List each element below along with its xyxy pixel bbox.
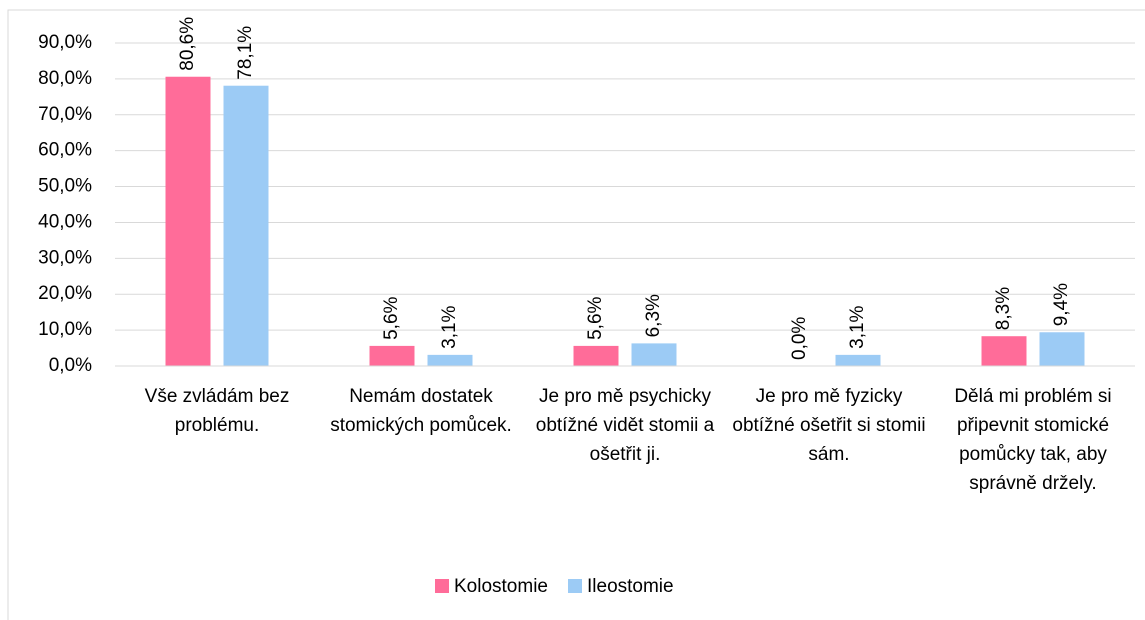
data-label: 6,3%	[643, 294, 664, 337]
legend-swatch	[568, 579, 582, 593]
bar	[835, 354, 881, 366]
y-tick-label: 90,0%	[38, 32, 92, 53]
y-tick-label: 30,0%	[38, 247, 92, 268]
bar	[427, 354, 473, 366]
x-tick-label: Nemám dostatek stomických pomůcek.	[330, 386, 512, 436]
data-label: 8,3%	[993, 287, 1014, 330]
y-tick-label: 0,0%	[49, 355, 92, 376]
y-tick-label: 60,0%	[38, 140, 92, 161]
y-tick-label: 80,0%	[38, 68, 92, 89]
bar	[631, 343, 677, 366]
legend-label: Ileostomie	[587, 576, 674, 597]
bar	[165, 76, 211, 366]
bar	[223, 85, 269, 367]
y-tick-label: 40,0%	[38, 211, 92, 232]
data-label: 3,1%	[439, 305, 460, 348]
data-label: 80,6%	[177, 17, 198, 71]
x-tick-label: Je pro mě fyzicky obtížné ošetřit si sto…	[732, 386, 926, 465]
data-label: 78,1%	[235, 26, 256, 80]
data-label: 3,1%	[847, 305, 868, 348]
data-label: 5,6%	[381, 296, 402, 339]
x-tick-label: Dělá mi problém si připevnit stomické po…	[954, 386, 1112, 494]
y-tick-label: 50,0%	[38, 176, 92, 197]
y-tick-label: 10,0%	[38, 319, 92, 340]
bar	[573, 345, 619, 366]
chart-frame	[7, 9, 1145, 620]
data-label: 5,6%	[585, 296, 606, 339]
y-tick-label: 70,0%	[38, 104, 92, 125]
y-tick-label: 20,0%	[38, 283, 92, 304]
bar	[1039, 332, 1085, 366]
bar	[981, 336, 1027, 366]
x-tick-label: Je pro mě psychicky obtížné vidět stomii…	[535, 386, 715, 465]
legend-label: Kolostomie	[454, 576, 548, 597]
data-label: 9,4%	[1051, 283, 1072, 326]
data-label: 0,0%	[789, 317, 810, 360]
bar	[369, 345, 415, 366]
legend-swatch	[435, 579, 449, 593]
x-tick-label: Vše zvládám bez problému.	[144, 386, 290, 436]
